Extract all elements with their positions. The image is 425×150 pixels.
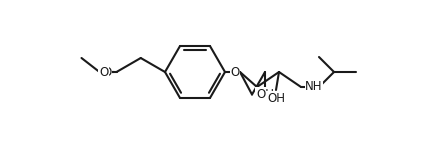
Text: NH: NH xyxy=(305,81,323,93)
Text: O: O xyxy=(230,66,240,78)
Text: OH: OH xyxy=(256,87,274,100)
Text: O: O xyxy=(99,66,108,78)
Text: OH: OH xyxy=(267,92,285,105)
Text: O: O xyxy=(102,66,111,78)
